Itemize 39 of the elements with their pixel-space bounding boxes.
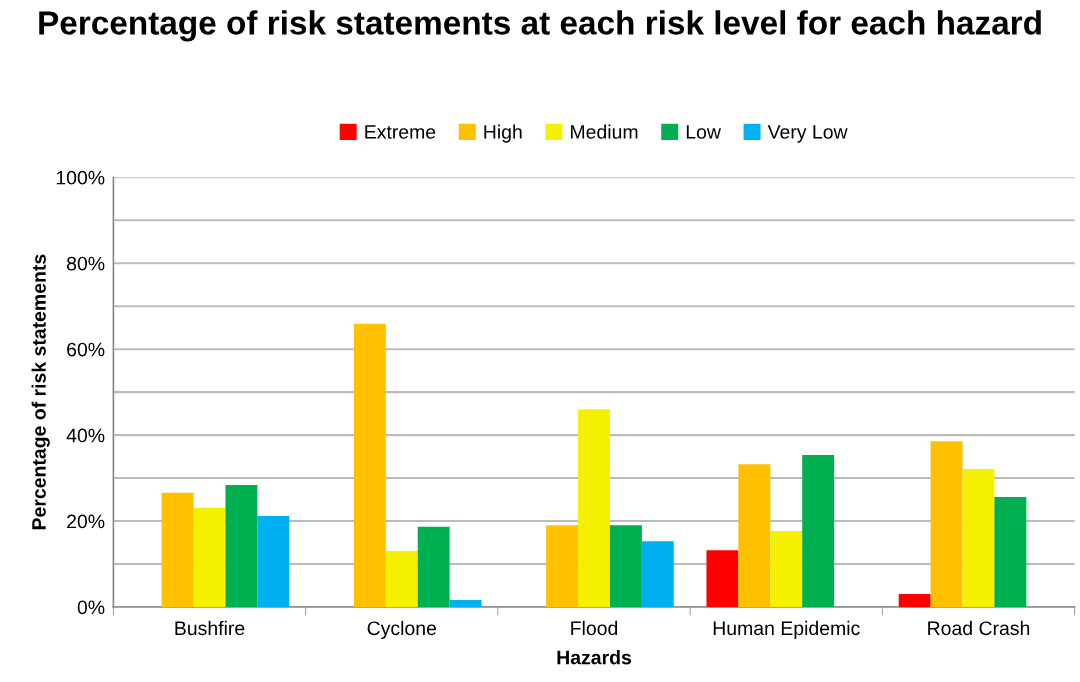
bar [994,496,1027,607]
bar [930,441,963,607]
y-tick-label: 20% [67,514,105,529]
y-tick-label: 100% [56,170,105,185]
y-tick-label: 80% [67,256,105,271]
x-tick-label: Road Crash [928,620,1030,636]
x-axis-title: Hazards [557,650,632,665]
legend-label: Extreme [365,125,436,139]
bar [802,454,835,607]
y-axis-title: Percentage of risk statements [31,254,50,530]
bar [449,600,482,607]
y-tick-label: 60% [67,342,105,357]
bar [962,469,995,607]
x-tick-label: Cyclone [367,620,437,639]
legend-label: Low [686,125,721,139]
bar [193,507,226,607]
legend-label: High [484,124,522,143]
bar [609,525,642,607]
legend-label: Medium [571,124,638,139]
bar [161,492,194,607]
bar [353,323,386,607]
x-tick-label: Bushfire [175,620,245,636]
bar [385,551,418,607]
bar [546,525,579,607]
bar [417,526,450,607]
y-tick-label: 40% [66,428,105,443]
x-tick-label: Flood [571,620,618,636]
bar [770,530,803,607]
legend-label: Very Low [767,125,848,143]
bar [257,515,290,607]
x-tick-label: Human Epidemic [713,620,860,639]
bar [898,594,931,607]
y-tick-label: 0% [77,600,105,615]
bar [578,409,610,607]
bar [738,464,771,607]
chart-title: Percentage of risk statements at each risk level for each hazard [39,10,1041,42]
bar [225,484,258,607]
bar [641,541,674,607]
bar [706,550,739,607]
